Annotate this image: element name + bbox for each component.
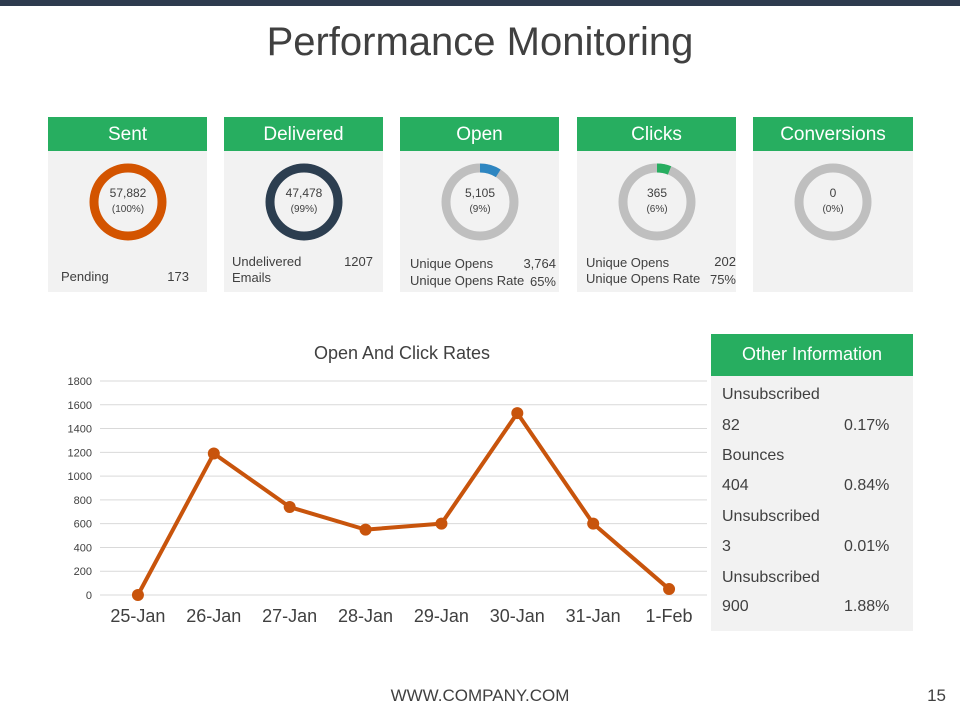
data-point [435,517,448,530]
card-title: Open [400,117,559,151]
page-title: Performance Monitoring [266,20,694,64]
donut-track [794,163,872,241]
x-tick-label: 26-Jan [186,606,241,626]
donut-ring [89,163,167,241]
foot-label: Unique Opens Rate [410,273,525,288]
foot-value: 202 [714,254,736,269]
chart-svg: Open And Click Rates 0 200 400 600 800 1000 12… [68,343,707,626]
donut-percent: (6%) [646,204,668,215]
y-tick-label: 800 [74,495,92,507]
donut-chart-open: 5,105 (9%) [440,162,520,242]
foot-value: 173 [167,269,189,284]
info-label: Bounces [722,447,785,464]
info-label: Unsubscribed [722,508,820,525]
donut-chart-conversions: 0 (0%) [793,162,873,242]
donut-track [618,163,696,241]
foot-value: 65% [529,274,556,289]
donut-value: 47,478 [285,186,323,200]
x-tick-label: 25-Jan [110,606,165,626]
y-tick-label: 0 [86,590,92,602]
donut-percent: (100%) [111,204,145,215]
data-point [359,523,372,536]
donut-track [441,163,519,241]
foot-value: 75% [709,272,736,287]
foot-label: Unique Opens [410,256,494,271]
info-label: Unsubscribed [722,386,820,403]
page-number: 15 [927,686,946,705]
foot-label: Pending [61,269,109,284]
data-point [283,501,296,514]
y-tick-label: 400 [74,542,92,554]
donut-arc [618,163,696,241]
y-tick-label: 1800 [68,376,92,388]
series-line [136,411,671,596]
y-tick-label: 1600 [68,400,92,412]
card-title: Sent [48,117,207,151]
y-tick-label: 600 [74,519,92,531]
info-label: Unsubscribed [722,569,820,586]
chart-title: Open And Click Rates [314,343,490,363]
x-tick-label: 27-Jan [262,606,317,626]
donut-percent: (99%) [290,204,318,215]
card-title: Conversions [753,117,913,151]
donut-value: 5,105 [464,186,496,200]
card-conversions: Conversions 0 (0%) [753,117,913,292]
donut-percent: (9%) [469,204,491,215]
donut-chart-clicks: 365 (6%) [617,162,697,242]
card-delivered: Delivered 47,478 (99%) Undelivered 1207 … [224,117,383,292]
foot-label: Undelivered [232,254,302,269]
info-count: 900 [722,598,749,615]
donut-value: 0 [829,186,837,200]
data-point [587,517,600,530]
x-tick-label: 31-Jan [566,606,621,626]
y-tick-label: 1400 [68,424,92,436]
other-information-title: Other Information [711,334,913,376]
info-count: 82 [722,417,740,434]
donut-value: 365 [646,186,668,200]
x-tick-label: 30-Jan [490,606,545,626]
donut-percent: (0%) [822,204,844,215]
data-point [207,447,220,460]
data-point [511,407,524,420]
info-percent: 0.84% [844,477,890,494]
donut-arc [441,163,519,241]
foot-value: 1207 [344,254,373,269]
foot-label: Emails [232,270,272,285]
info-percent: 0.01% [844,538,890,555]
data-point [131,589,144,601]
donut-ring [265,163,343,241]
info-percent: 1.88% [844,598,890,615]
y-tick-label: 200 [74,566,92,578]
other-information-panel: Other Information Unsubscribed 82 0.17% … [711,334,913,631]
foot-label: Unique Opens Rate [586,271,701,286]
info-count: 3 [722,538,731,555]
card-title: Delivered [224,117,383,151]
donut-chart-sent: 57,882 (100%) [88,162,168,242]
foot-label: Unique Opens [586,255,670,270]
y-tick-label: 1000 [68,471,92,483]
card-clicks: Clicks 365 (6%) Unique Opens 202 Unique … [577,117,736,292]
foot-value: 3,764 [523,256,556,271]
footer-url: WWW.COMPANY.COM [390,686,570,705]
x-tick-label: 1-Feb [646,606,693,626]
info-percent: 0.17% [844,417,890,434]
info-count: 404 [722,477,749,494]
top-bar [0,0,960,6]
card-open: Open 5,105 (9%) Unique Opens 3,764 Uniqu… [400,117,559,292]
x-tick-label: 28-Jan [338,606,393,626]
data-point [663,583,676,596]
open-click-rates-chart: Open And Click Rates 0 200 400 600 800 1000 12… [50,330,710,640]
donut-chart-delivered: 47,478 (99%) [264,162,344,242]
card-title: Clicks [577,117,736,151]
donut-value: 57,882 [109,186,147,200]
x-tick-label: 29-Jan [414,606,469,626]
y-tick-label: 1200 [68,447,92,459]
card-sent: Sent 57,882 (100%) Pending 173 [48,117,207,292]
